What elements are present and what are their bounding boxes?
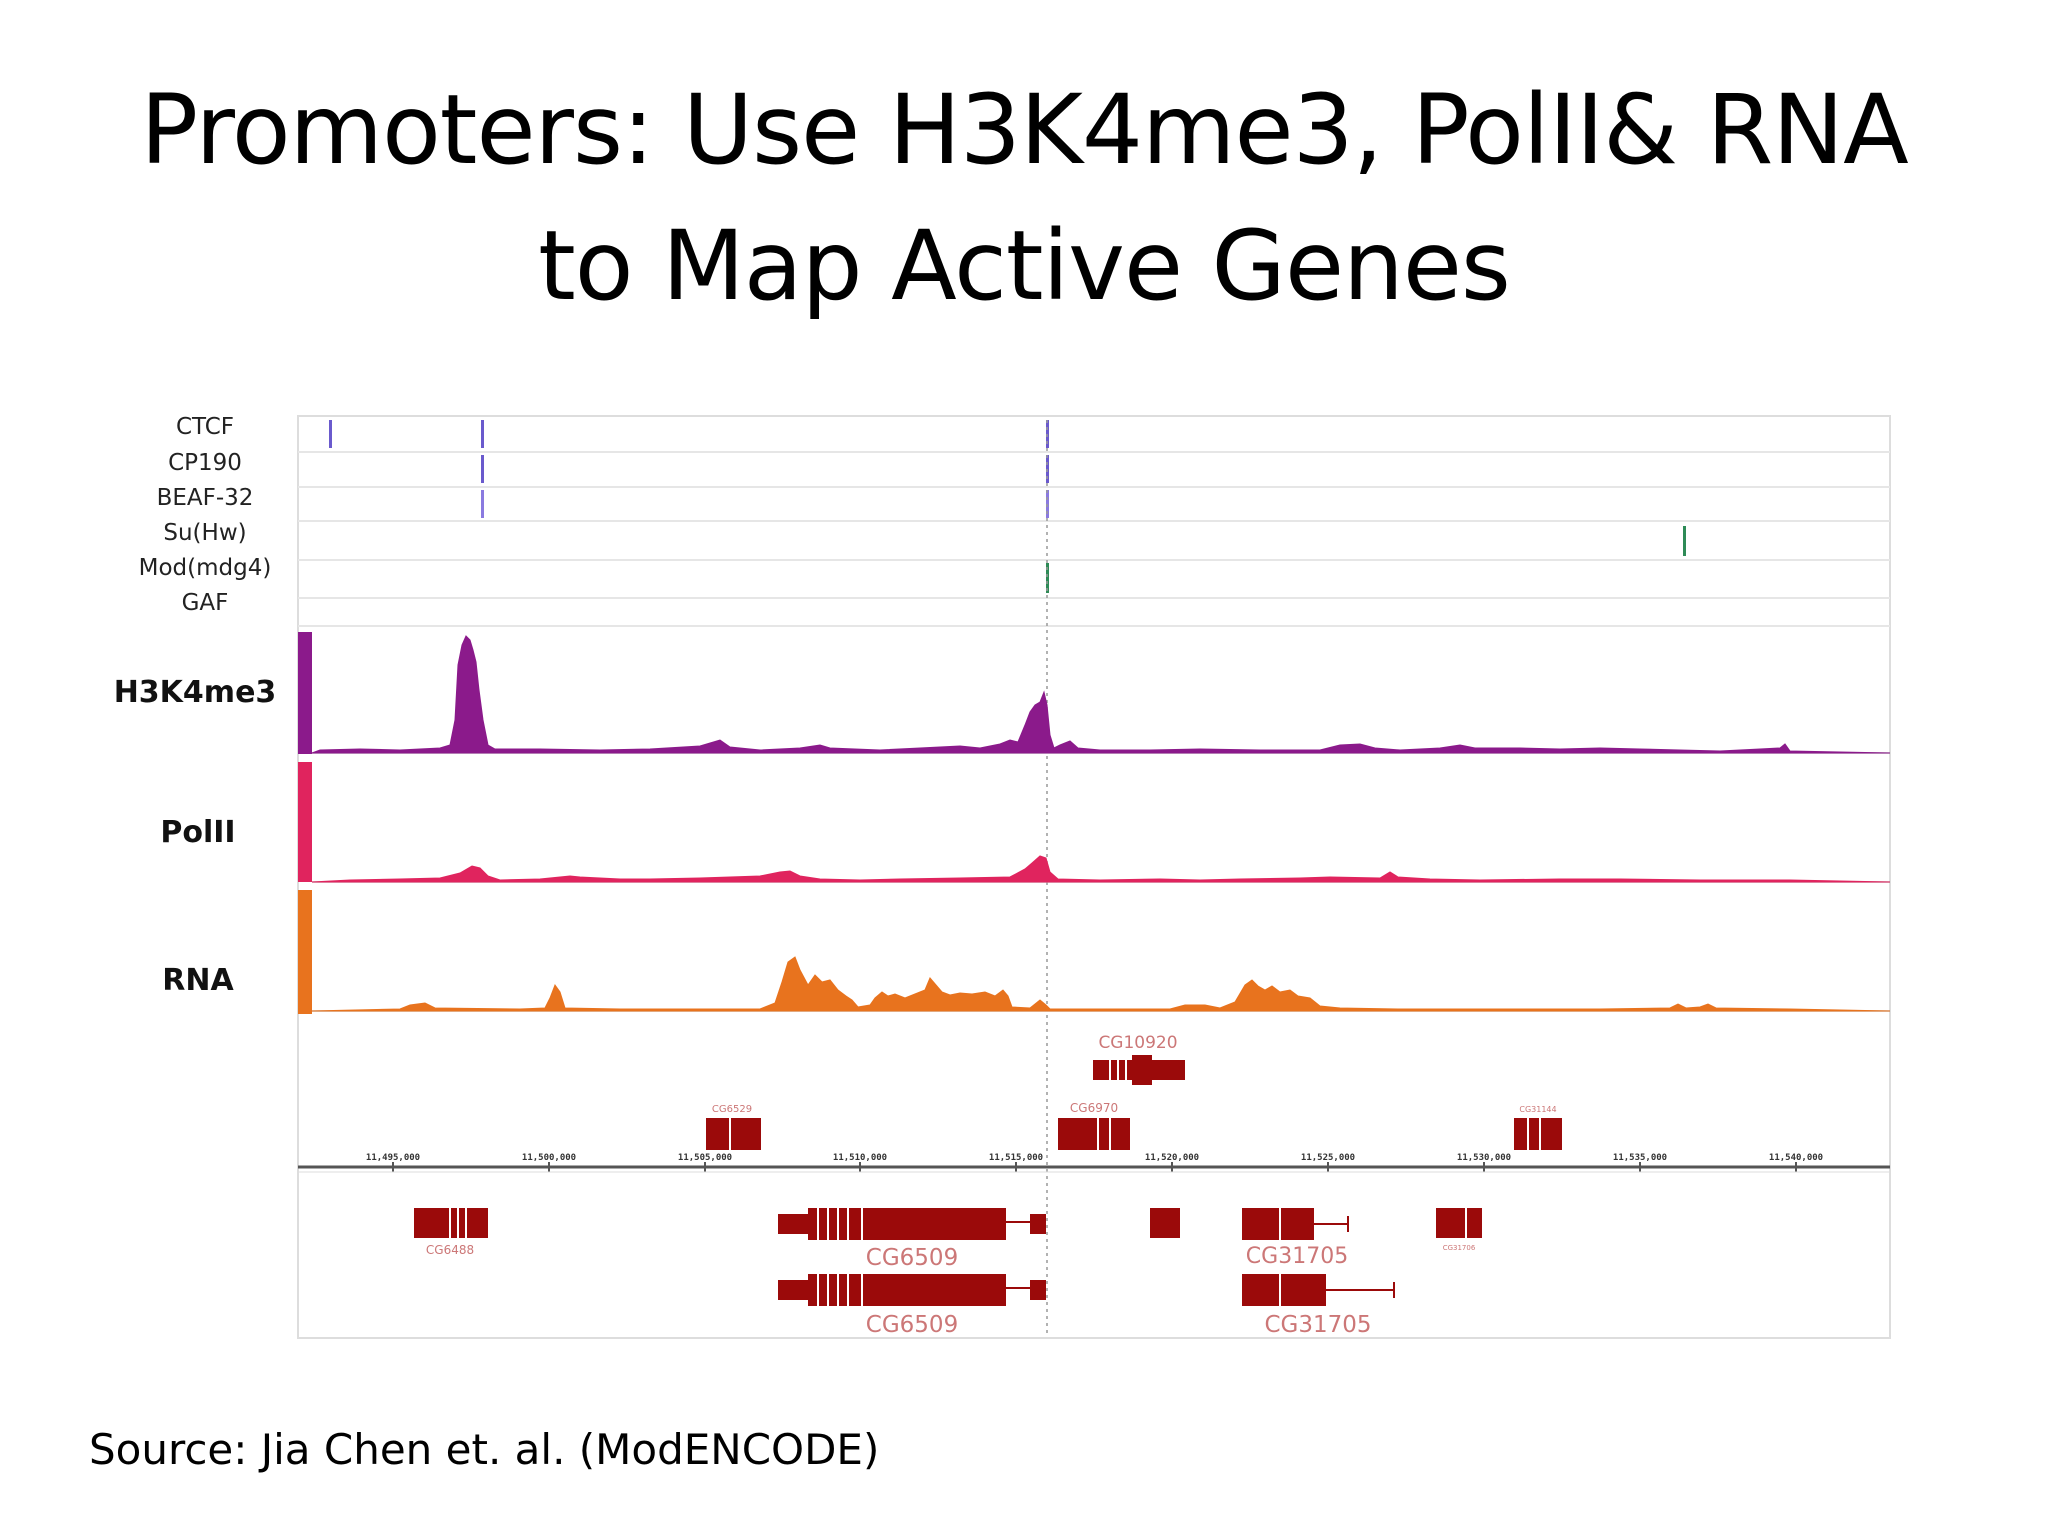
polii-signal — [311, 855, 1891, 883]
h3k4me3-signal — [311, 635, 1891, 754]
polii-scale-bar — [298, 762, 312, 882]
gene-label-cg31705-b: CG31705 — [1264, 1312, 1371, 1338]
tick-label-4: 11,510,000 — [833, 1153, 887, 1163]
tick-label-2: 11,500,000 — [522, 1153, 576, 1163]
rna-scale-bar — [298, 890, 312, 1014]
gaf-peak-1 — [1046, 563, 1049, 593]
rna-signal — [311, 956, 1891, 1012]
exon-separators — [449, 1060, 1541, 1306]
gene-cg31706: CG31706 — [1436, 1208, 1482, 1252]
track-label-ctcf: CTCF — [176, 414, 234, 440]
tick-label-10: 11,540,000 — [1769, 1153, 1823, 1163]
gene-label-cg6529: CG6529 — [712, 1104, 752, 1115]
h3k4me3-scale-bar — [298, 632, 312, 754]
gene-cg10920: CG10920 — [1093, 1033, 1185, 1085]
track-label-cp190: CP190 — [168, 450, 242, 476]
gene-cg31144: CG31144 — [1514, 1105, 1562, 1150]
title-line-2: to Map Active Genes — [538, 210, 1511, 322]
tick-label-5: 11,515,000 — [989, 1153, 1043, 1163]
tick-label-7: 11,525,000 — [1301, 1153, 1355, 1163]
gene-label-cg31706: CG31706 — [1443, 1244, 1476, 1252]
tick-label-6: 11,520,000 — [1145, 1153, 1199, 1163]
ctcf-peak-2 — [481, 420, 484, 448]
tick-label-3: 11,505,000 — [678, 1153, 732, 1163]
ctcf-peak-1 — [329, 420, 332, 448]
gene-label-cg31705-a: CG31705 — [1246, 1244, 1348, 1269]
gene-cg6529: CG6529 — [706, 1104, 761, 1150]
gene-cg6970: CG6970 — [1058, 1101, 1130, 1150]
bottom-gene-track: CG6488 CG6509 CG31705 CG31706 CG6509 — [414, 1208, 1482, 1338]
gene-label-cg31144: CG31144 — [1519, 1105, 1556, 1114]
gene-label-cg6488: CG6488 — [426, 1243, 474, 1257]
insulator-track-lines — [298, 451, 1890, 627]
gene-cg31705-transcript-b: CG31705 — [1242, 1274, 1395, 1338]
track-label-gaf: GAF — [182, 590, 229, 616]
gene-cg31705-transcript-a: CG31705 — [1242, 1208, 1349, 1269]
title-line-1: Promoters: Use H3K4me3, PolII& RNA — [140, 74, 1909, 186]
tick-label-8: 11,530,000 — [1457, 1153, 1511, 1163]
gene-cg6509-transcript-a: CG6509 — [778, 1208, 1046, 1271]
tick-label-9: 11,535,000 — [1613, 1153, 1667, 1163]
gene-cg6509-transcript-b: CG6509 — [778, 1274, 1046, 1338]
gene-label-cg6970: CG6970 — [1070, 1101, 1118, 1115]
gene-label-cg10920: CG10920 — [1098, 1033, 1177, 1053]
gene-small-block — [1150, 1208, 1180, 1238]
track-label-polii: PolII — [160, 815, 235, 850]
suhw-peak-1 — [1683, 526, 1686, 556]
tick-label-1: 11,495,000 — [366, 1153, 420, 1163]
track-label-rna: RNA — [162, 963, 234, 998]
beaf32-peak-1 — [481, 490, 484, 518]
cp190-peak-1 — [481, 455, 484, 483]
browser-frame — [297, 415, 1891, 1339]
track-label-suhw: Su(Hw) — [163, 520, 246, 546]
track-label-beaf32: BEAF-32 — [157, 485, 254, 511]
gene-label-cg6509-b: CG6509 — [866, 1312, 958, 1338]
top-gene-track: CG10920 CG6529 CG6970 CG31144 — [706, 1033, 1562, 1150]
coordinate-ticks — [392, 1162, 1797, 1172]
source-citation: Source: Jia Chen et. al. (ModENCODE) — [89, 1425, 880, 1474]
slide-title: Promoters: Use H3K4me3, PolII& RNA to Ma… — [0, 62, 2048, 334]
track-label-h3k4me3: H3K4me3 — [114, 675, 277, 710]
gene-label-cg6509-a: CG6509 — [866, 1245, 958, 1271]
track-label-modmdg4: Mod(mdg4) — [139, 555, 272, 581]
